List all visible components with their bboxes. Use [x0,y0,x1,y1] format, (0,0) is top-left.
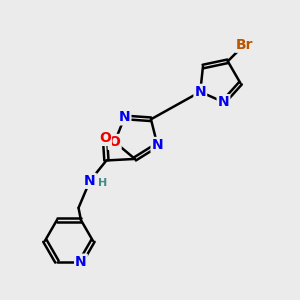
Text: O: O [99,131,111,145]
Text: N: N [75,255,87,268]
Text: H: H [98,178,107,188]
Text: N: N [119,110,130,124]
Text: Br: Br [236,38,253,52]
Text: N: N [152,138,163,152]
Text: N: N [84,174,96,188]
Text: O: O [109,135,121,149]
Text: N: N [218,95,229,109]
Text: N: N [194,85,206,99]
